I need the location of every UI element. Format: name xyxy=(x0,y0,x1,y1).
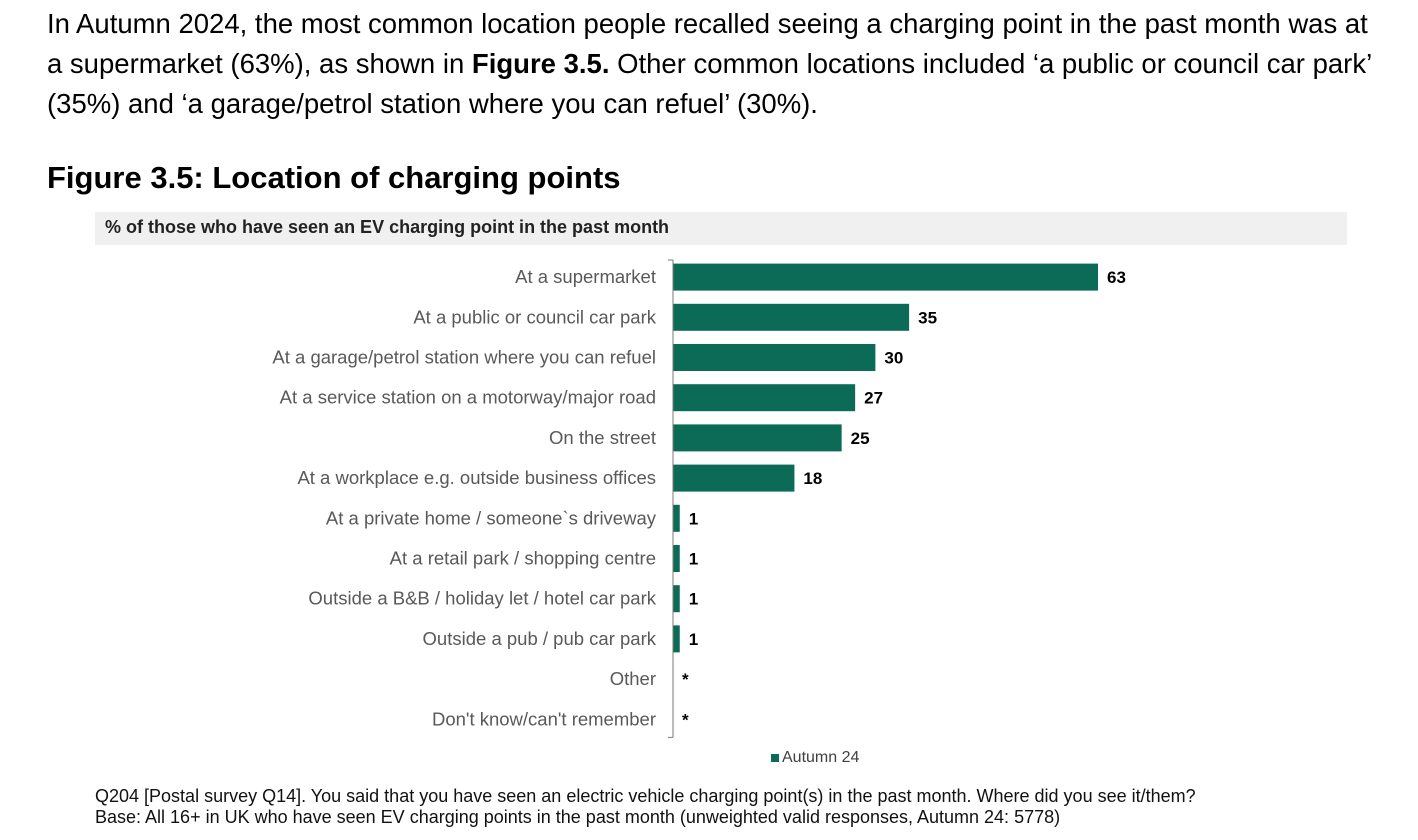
legend-swatch xyxy=(771,754,779,762)
base-note: Base: All 16+ in UK who have seen EV cha… xyxy=(95,807,1061,827)
data-label: 1 xyxy=(689,550,698,569)
figure-reference: Figure 3.5. xyxy=(471,48,610,79)
bar xyxy=(673,263,1098,291)
bar xyxy=(673,464,795,492)
category-label: Outside a B&B / holiday let / hotel car … xyxy=(308,588,656,609)
bar xyxy=(673,545,680,572)
category-label: Don't know/can't remember xyxy=(432,708,656,729)
chart-subtitle-bar xyxy=(95,212,1347,245)
intro-paragraph: In Autumn 2024, the most common location… xyxy=(47,4,1387,124)
data-label: 27 xyxy=(864,389,883,408)
intro-text-2: Other common locations included ‘a publi… xyxy=(47,48,1372,119)
bar xyxy=(673,424,842,452)
question-note: Q204 [Postal survey Q14]. You said that … xyxy=(95,786,1196,806)
data-label: * xyxy=(682,710,689,729)
category-label: At a garage/petrol station where you can… xyxy=(272,347,656,368)
bar xyxy=(673,625,680,653)
figure-title: Figure 3.5: Location of charging points xyxy=(47,160,621,195)
bar xyxy=(673,504,680,532)
data-label: 1 xyxy=(689,509,698,528)
bar xyxy=(673,303,910,331)
category-label: At a retail park / shopping centre xyxy=(390,548,656,569)
category-label: At a supermarket xyxy=(515,266,656,287)
data-label: 35 xyxy=(918,308,937,327)
category-label: At a public or council car park xyxy=(413,306,656,327)
data-label: 1 xyxy=(689,630,698,649)
category-label: At a service station on a motorway/major… xyxy=(280,387,656,408)
bar xyxy=(673,344,876,371)
chart-notes: Q204 [Postal survey Q14]. You said that … xyxy=(95,786,1196,828)
category-label: At a private home / someone`s driveway xyxy=(326,507,657,528)
category-label: Outside a pub / pub car park xyxy=(423,628,657,649)
legend-label: Autumn 24 xyxy=(782,749,859,766)
category-label: On the street xyxy=(549,427,656,448)
data-label: 63 xyxy=(1107,268,1126,287)
data-label: 1 xyxy=(689,590,698,609)
category-label: At a workplace e.g. outside business off… xyxy=(297,467,656,488)
data-label: 25 xyxy=(851,429,870,448)
bar xyxy=(673,384,856,412)
data-label: 18 xyxy=(803,469,822,488)
bar xyxy=(673,585,680,613)
data-label: 30 xyxy=(884,349,903,368)
category-label: Other xyxy=(610,668,656,689)
chart-subtitle: % of those who have seen an EV charging … xyxy=(105,217,670,237)
data-label: * xyxy=(682,670,689,689)
intro-text-1: In Autumn 2024, the most common location… xyxy=(47,8,1368,79)
